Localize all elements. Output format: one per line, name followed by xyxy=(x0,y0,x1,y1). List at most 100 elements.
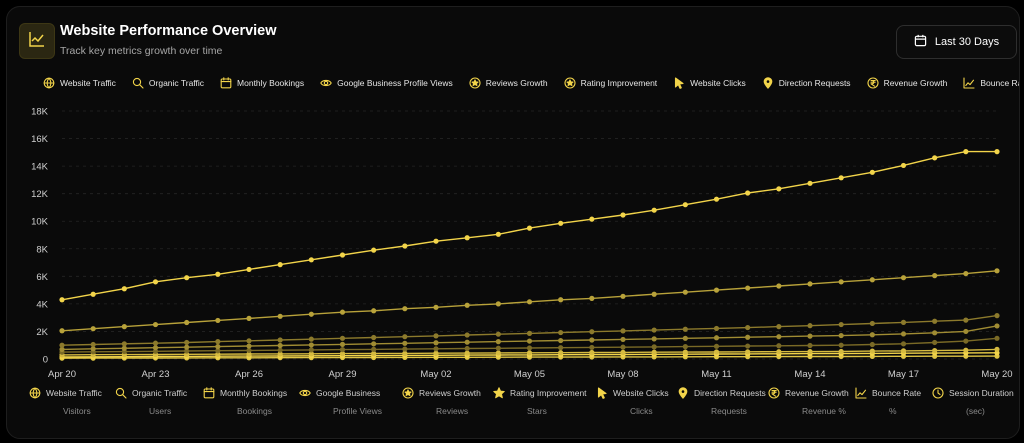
data-point[interactable] xyxy=(371,346,377,352)
data-point[interactable] xyxy=(526,338,533,344)
data-point[interactable] xyxy=(963,347,969,353)
data-point[interactable] xyxy=(339,252,346,258)
data-point[interactable] xyxy=(184,319,190,326)
data-point[interactable] xyxy=(620,344,626,350)
data-point[interactable] xyxy=(589,329,595,335)
data-point[interactable] xyxy=(59,342,65,348)
data-point[interactable] xyxy=(246,266,252,273)
data-point[interactable] xyxy=(745,349,751,355)
data-point[interactable] xyxy=(589,295,595,301)
data-point[interactable] xyxy=(277,351,283,357)
data-point[interactable] xyxy=(215,271,221,277)
data-point[interactable] xyxy=(963,149,969,155)
date-range-button[interactable]: Last 30 Days xyxy=(896,25,1017,59)
legend-top-item[interactable]: Bounce Rate xyxy=(963,77,1019,89)
data-point[interactable] xyxy=(620,349,626,355)
legend-bottom-item[interactable]: Reviews Growth Reviews xyxy=(402,387,481,416)
data-point[interactable] xyxy=(963,328,969,335)
data-point[interactable] xyxy=(745,334,751,340)
data-point[interactable] xyxy=(776,186,782,192)
data-point[interactable] xyxy=(277,262,283,268)
data-point[interactable] xyxy=(776,283,782,289)
data-point[interactable] xyxy=(402,350,408,356)
data-point[interactable] xyxy=(869,320,875,327)
legend-bottom-item[interactable]: Monthly Bookings Bookings xyxy=(203,387,287,416)
data-point[interactable] xyxy=(932,318,938,324)
legend-top-item[interactable]: Reviews Growth xyxy=(469,77,548,89)
data-point[interactable] xyxy=(433,350,439,356)
data-point[interactable] xyxy=(277,313,283,319)
legend-bottom-item[interactable]: Direction Requests Requests xyxy=(677,387,766,416)
data-point[interactable] xyxy=(869,169,875,175)
data-point[interactable] xyxy=(308,336,314,342)
data-point[interactable] xyxy=(994,313,1000,319)
data-point[interactable] xyxy=(932,347,938,354)
data-point[interactable] xyxy=(90,346,96,352)
data-point[interactable] xyxy=(402,334,408,340)
data-point[interactable] xyxy=(464,345,470,352)
data-point[interactable] xyxy=(402,243,408,249)
data-point[interactable] xyxy=(339,309,346,315)
data-point[interactable] xyxy=(152,340,159,346)
data-point[interactable] xyxy=(838,175,844,181)
data-point[interactable] xyxy=(932,339,938,346)
data-point[interactable] xyxy=(152,279,159,285)
data-point[interactable] xyxy=(464,339,470,345)
data-point[interactable] xyxy=(838,342,844,348)
legend-top-item[interactable]: Organic Traffic xyxy=(132,77,204,89)
data-point[interactable] xyxy=(308,347,314,353)
data-point[interactable] xyxy=(869,348,875,354)
data-point[interactable] xyxy=(776,349,782,355)
data-point[interactable] xyxy=(90,341,96,348)
data-point[interactable] xyxy=(838,332,844,339)
data-point[interactable] xyxy=(433,304,439,310)
data-point[interactable] xyxy=(682,349,688,355)
data-point[interactable] xyxy=(994,268,1000,274)
data-point[interactable] xyxy=(620,336,626,343)
data-point[interactable] xyxy=(900,341,907,347)
data-point[interactable] xyxy=(776,343,782,349)
data-point[interactable] xyxy=(433,346,439,352)
data-point[interactable] xyxy=(59,297,65,303)
data-point[interactable] xyxy=(807,281,813,287)
data-point[interactable] xyxy=(464,235,470,241)
data-point[interactable] xyxy=(433,340,439,346)
data-point[interactable] xyxy=(495,231,501,237)
legend-bottom-item[interactable]: Bounce Rate% xyxy=(855,387,921,416)
data-point[interactable] xyxy=(745,324,751,331)
data-point[interactable] xyxy=(121,341,127,347)
data-point[interactable] xyxy=(932,330,938,336)
data-point[interactable] xyxy=(776,334,782,340)
legend-top-item[interactable]: Revenue Growth xyxy=(867,77,947,89)
legend-bottom-item[interactable]: Session Duration (sec) xyxy=(932,387,1014,416)
legend-top-item[interactable]: Direction Requests xyxy=(762,77,851,89)
data-point[interactable] xyxy=(277,342,283,349)
data-point[interactable] xyxy=(745,285,751,291)
data-point[interactable] xyxy=(526,350,533,356)
data-point[interactable] xyxy=(308,311,314,317)
data-point[interactable] xyxy=(558,345,564,351)
data-point[interactable] xyxy=(589,349,595,356)
data-point[interactable] xyxy=(682,326,688,332)
data-point[interactable] xyxy=(464,332,470,338)
data-point[interactable] xyxy=(807,342,813,349)
data-point[interactable] xyxy=(121,324,127,330)
legend-bottom-item[interactable]: Rating Improvement Stars xyxy=(493,387,587,416)
legend-top-item[interactable]: Monthly Bookings xyxy=(220,77,304,89)
data-point[interactable] xyxy=(713,196,720,202)
data-point[interactable] xyxy=(121,345,127,351)
data-point[interactable] xyxy=(402,346,408,352)
data-point[interactable] xyxy=(339,335,346,341)
data-point[interactable] xyxy=(246,347,252,354)
data-point[interactable] xyxy=(558,337,564,344)
data-point[interactable] xyxy=(495,301,501,307)
data-point[interactable] xyxy=(869,341,875,348)
data-point[interactable] xyxy=(277,337,283,343)
legend-bottom-item[interactable]: Website Traffic Visitors xyxy=(29,387,102,416)
data-point[interactable] xyxy=(402,306,408,312)
data-point[interactable] xyxy=(838,348,844,355)
data-point[interactable] xyxy=(963,270,969,277)
data-point[interactable] xyxy=(994,149,1000,155)
data-point[interactable] xyxy=(308,351,314,357)
data-point[interactable] xyxy=(589,216,595,222)
